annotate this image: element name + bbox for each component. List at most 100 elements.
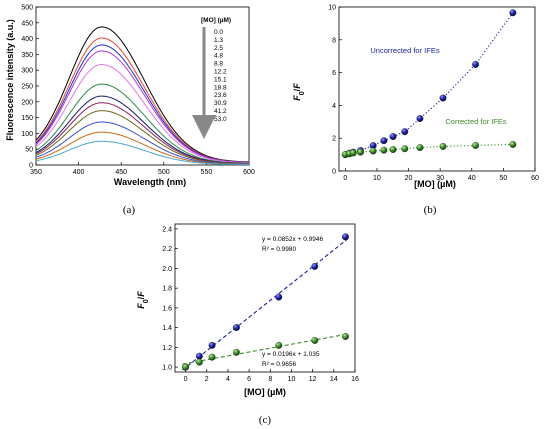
panel-b-data-point [509,140,517,148]
panel-b-y-tick-label: 0 [332,169,336,176]
panel-a-spectrum-line [35,110,249,165]
panel-a-legend: 0.01.32.54.88.812.215.118.823.630.941.25… [214,29,227,123]
panel-b-caption: (b) [424,204,437,216]
panel-b-data-point [380,146,388,154]
panel-a-y-tick-label: 400 [21,36,33,43]
panel-b-x-tick-label: 60 [531,175,539,182]
panel-a-x-tick-label: 600 [243,169,255,176]
panel-b-data-point [389,146,397,153]
panel-a-legend-entry: 15.1 [214,76,227,83]
panel-c-data-point [208,353,216,361]
panel-b-data-point [416,144,424,151]
panel-b-x-axis-label: [MO] (µM) [414,179,456,189]
panel-c-y-tick-label: 1.4 [162,325,172,332]
panel-b-x-tick-label: 40 [468,175,476,182]
panel-c-y-tick-label: 2.0 [162,266,172,273]
panel-c-caption: (c) [259,414,272,426]
panel-b-y-tick-label: 2 [332,136,336,143]
panel-a-spectrum-line [35,83,249,164]
panel-b-data-point [380,137,388,145]
panel-b-data-point [357,148,364,156]
panel-b-data-point [509,9,517,17]
panel-b-series-trend-line [345,12,514,156]
panel-b-x-tick-label: 20 [405,175,413,182]
panel-b-data-point [369,147,377,155]
panel-c-data-point [342,333,349,340]
panel-c-data-point [208,341,216,349]
panel-b-y-axis-label: F0/F [292,83,306,101]
panel-b-data-point [416,115,424,122]
panel-c-fit-line [182,333,348,365]
panel-a-x-tick-label: 400 [73,169,85,176]
panel-c-fit-equation-uncorrected: y = 0.0852x + 0.9946 [262,236,323,243]
panel-c-data-point [311,262,319,270]
panel-b-data-point [439,94,447,102]
panel-c-plot-area: 0 2 4 6 8 10 12 14 16 1.0 1.2 1.4 1.6 1.8 2.0 2.2 2.4 [162,223,359,383]
panel-b-y-tick-label: 6 [332,70,336,77]
panel-a-plot-area: 350 400 450 500 550 600 0 50 100 150 200 250 300 350 4… [21,5,255,177]
panel-b-stern-volmer: 0 10 20 30 40 50 60 0 2 4 6 8 10 F0/F [MO] (µM) Unco… [292,5,539,217]
panel-c-x-tick-label: 10 [288,376,296,383]
panel-a-y-tick-label: 50 [25,147,33,154]
panel-a-y-axis-label: Fluorescence intensity (a.u.) [5,19,15,141]
panel-a-y-tick-label: 200 [21,99,33,106]
panel-c-x-axis-label: [MO] (µM) [244,387,286,397]
panel-b-data-point [472,141,480,149]
panel-c-y-tick-label: 2.2 [162,246,172,253]
panel-a-y-tick-label: 150 [21,115,33,122]
panel-a-y-tick-label: 500 [21,5,33,12]
panel-a-x-axis-label: Wavelength (nm) [114,177,186,187]
panel-a-legend-entry: 18.8 [214,84,227,91]
panel-b-y-tick-label: 10 [328,5,336,12]
panel-c-y-tick-label: 1.0 [162,365,172,372]
panel-a-legend-entry: 8.8 [214,61,223,68]
panel-a-y-tick-label: 100 [21,131,33,138]
panel-c-fit-equation-corrected: y = 0.0196x + 1.035 [262,351,320,358]
panel-c-x-tick-label: 4 [226,376,230,383]
panel-b-x-tick-label: 10 [373,175,381,182]
panel-a-y-tick-label: 250 [21,84,33,91]
panel-c-y-axis-label: F0/F [136,291,150,309]
panel-c-x-tick-label: 12 [309,376,317,383]
panel-c-data-point [182,363,190,371]
panel-c-data-point [275,293,283,301]
panel-a-legend-entry: 4.8 [214,53,223,60]
panel-a-spectrum-line [35,64,249,164]
panel-c-data-point [342,233,349,241]
panel-b-y-tick-label: 4 [332,103,336,110]
panel-c-linear-fit: 0 2 4 6 8 10 12 14 16 1.0 1.2 1.4 1.6 1.8 2.0 2.2 2.4 F0… [136,223,359,426]
panel-a-caption: (a) [123,204,136,216]
panel-a-spectrum-line [35,121,249,165]
panel-a-x-tick-label: 550 [201,169,213,176]
panel-c-data-point [311,336,319,344]
panel-b-data-point [389,133,397,141]
panel-b-label-corrected: Corrected for IFEs [445,117,507,126]
panel-b-data-point [472,60,480,68]
panel-a-legend-entry: 1.3 [214,37,223,44]
panel-c-data-point [195,352,203,360]
panel-a-spectrum-line [35,140,249,165]
panel-a-legend-entry: 12.2 [214,69,227,76]
panel-c-x-tick-label: 6 [247,376,251,383]
panel-c-fit-r2-uncorrected: R² = 0.9980 [262,246,297,253]
panel-c-y-tick-label: 1.6 [162,305,172,312]
panel-b-plot-area: 0 10 20 30 40 50 60 0 2 4 6 8 10 [328,5,539,183]
panel-c-data-point [195,358,203,366]
panel-b-y-tick-label: 8 [332,37,336,44]
panel-c-fit-line [182,238,348,371]
panel-c-fit-r2-corrected: R² = 0.9656 [262,361,297,368]
panel-c-data-point [232,348,240,356]
panel-c-data-point [232,324,240,332]
panel-c-y-tick-label: 2.4 [162,226,172,233]
panel-c-x-tick-label: 0 [184,376,188,383]
panel-a-x-tick-label: 450 [115,169,127,176]
panel-a-y-tick-label: 300 [21,68,33,75]
panel-c-x-tick-label: 14 [330,376,338,383]
panel-b-data-point [349,149,357,157]
panel-c-x-tick-label: 16 [351,376,359,383]
panel-a-legend-entry: 30.9 [214,100,227,107]
panel-c-y-tick-label: 1.2 [162,345,172,352]
panel-b-data-point [401,145,409,153]
panel-b-x-tick-label: 50 [499,175,507,182]
